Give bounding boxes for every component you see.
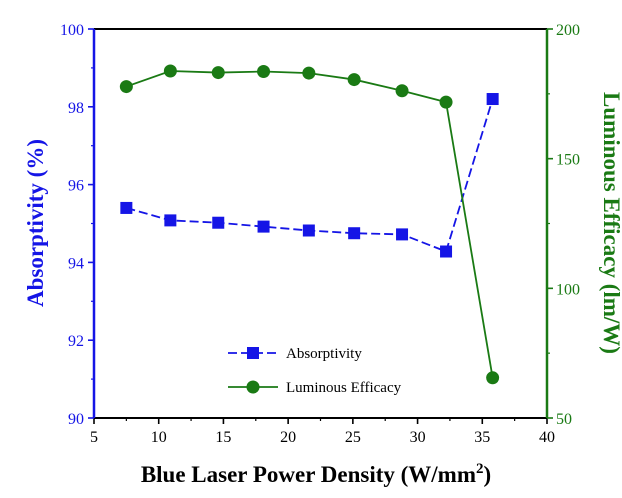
legend-label: Luminous Efficacy [286, 380, 402, 396]
left-y-tick-label: 98 [68, 100, 84, 117]
left-y-tick-label: 94 [68, 255, 84, 272]
x-axis-title-superscript: 2 [476, 461, 484, 477]
x-tick-label: 5 [90, 429, 98, 446]
x-tick-label: 35 [474, 429, 490, 446]
series-luminous-efficacy [119, 64, 500, 385]
data-point-circle [439, 95, 453, 109]
left-y-tick-label: 100 [60, 22, 84, 39]
right-y-tick-label: 100 [556, 281, 580, 298]
x-tick-label: 10 [151, 429, 167, 446]
left-y-tick-label: 96 [68, 178, 84, 195]
legend-item: Luminous Efficacy [228, 380, 402, 396]
data-point-square [212, 216, 225, 229]
series-line [126, 70, 494, 378]
axis-titles: Blue Laser Power Density (W/mm2) Absorpt… [23, 92, 622, 487]
data-point-square [440, 245, 453, 258]
left-y-axis-title: Absorptivity (%) [23, 139, 48, 307]
data-point-square [120, 201, 133, 214]
data-point-circle [257, 65, 271, 79]
left-y-tick-label: 92 [68, 333, 84, 350]
x-tick-label: 30 [410, 429, 426, 446]
data-point-circle [302, 66, 316, 80]
right-y-tick-label: 150 [556, 152, 580, 169]
data-point-square [257, 220, 270, 233]
data-point-circle [119, 80, 133, 94]
x-axis-title-close: ) [484, 462, 492, 487]
data-point-square [396, 228, 409, 241]
data-point-circle [211, 66, 225, 80]
x-tick-label: 40 [539, 429, 555, 446]
legend-marker-square [247, 347, 259, 359]
data-point-square [302, 224, 315, 237]
legend-label: Absorptivity [286, 346, 362, 362]
right-y-axis-title: Luminous Efficacy (lm/W) [599, 92, 622, 354]
left-y-tick-label: 90 [68, 411, 84, 428]
data-point-circle [395, 84, 409, 98]
data-point-circle [486, 371, 500, 385]
right-y-tick-label: 50 [556, 411, 572, 428]
right-y-tick-label: 200 [556, 22, 580, 39]
data-point-square [348, 227, 361, 240]
legend-item: Absorptivity [228, 346, 362, 362]
data-point-square [164, 214, 177, 227]
x-tick-label: 20 [280, 429, 296, 446]
x-tick-label: 25 [345, 429, 361, 446]
x-axis-title: Blue Laser Power Density (W/mm2) [141, 461, 491, 487]
x-tick-label: 15 [215, 429, 231, 446]
series-absorptivity [120, 93, 499, 258]
data-point-circle [347, 73, 361, 87]
series-layer [119, 64, 500, 385]
axes: 5 10 15 20 25 30 35 40 90 92 94 96 98 100 50 100 150 200 [60, 22, 580, 446]
legend-marker-circle [246, 380, 260, 394]
data-point-circle [163, 64, 177, 78]
legend: Absorptivity Luminous Efficacy [228, 346, 402, 396]
data-point-square [486, 93, 499, 106]
